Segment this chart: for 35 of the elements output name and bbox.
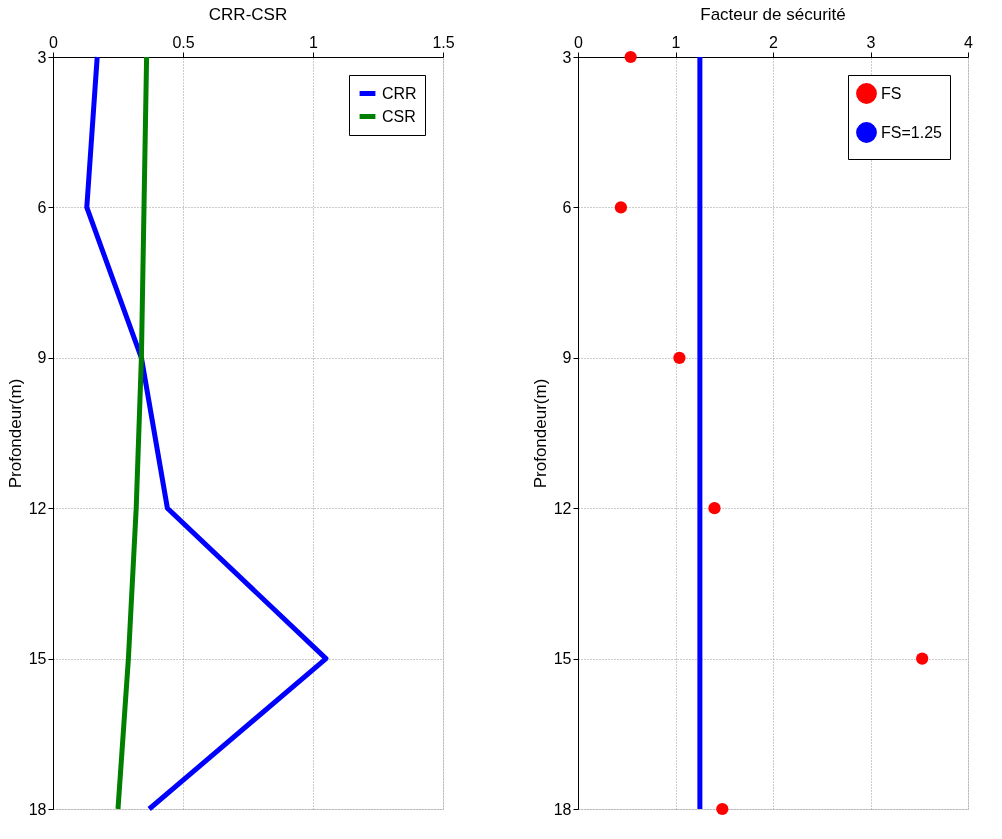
point	[708, 502, 721, 515]
x-tick-label: 3	[866, 33, 876, 51]
y-tick-label: 12	[28, 499, 47, 517]
point	[716, 802, 729, 816]
point	[614, 201, 628, 214]
y-tick-label: 3	[562, 48, 572, 66]
x-tick-label: 0.5	[172, 33, 195, 51]
legend-label: FS	[881, 84, 902, 102]
point	[916, 652, 929, 665]
legend-label: CSR	[382, 107, 416, 125]
y-tick-label: 9	[37, 349, 47, 367]
x-tick-label: 1	[671, 33, 681, 51]
y-tick-label: 15	[28, 650, 47, 668]
y-tick-label: 18	[28, 800, 47, 818]
y-tick-label: 3	[37, 48, 47, 66]
y-axis-title: Profondeur(m)	[530, 378, 550, 489]
x-tick-label: 2	[769, 33, 779, 51]
y-tick-label: 18	[553, 800, 572, 818]
y-tick-label: 6	[37, 198, 47, 216]
x-tick-label: 1	[309, 33, 319, 51]
chart-title: Facteur de sécurité	[700, 5, 846, 24]
legend-label: FS=1.25	[881, 123, 943, 141]
x-tick-label: 0	[49, 33, 59, 51]
point	[673, 351, 686, 364]
y-tick-label: 12	[553, 499, 572, 517]
x-tick-label: 0	[574, 33, 584, 51]
point	[624, 50, 637, 64]
y-tick-label: 6	[562, 198, 572, 216]
y-axis-title: Profondeur(m)	[5, 378, 25, 489]
chart-title: CRR-CSR	[208, 5, 288, 24]
y-tick-label: 15	[553, 650, 572, 668]
x-tick-label: 4	[964, 33, 974, 51]
legend-label: CRR	[382, 84, 417, 102]
y-tick-label: 9	[562, 349, 572, 367]
x-tick-label: 1.5	[432, 33, 455, 51]
